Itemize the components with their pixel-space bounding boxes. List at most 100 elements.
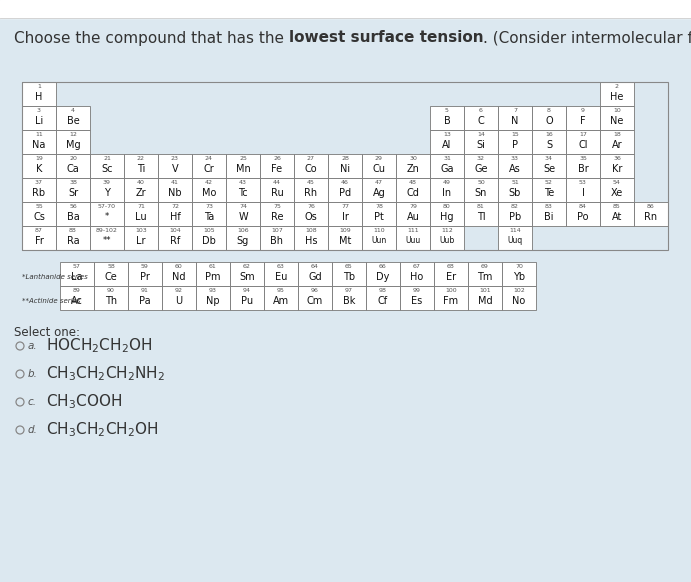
Text: 97: 97 bbox=[345, 288, 353, 293]
Bar bbox=[600, 106, 634, 130]
Text: Cr: Cr bbox=[204, 164, 214, 174]
Text: 70: 70 bbox=[515, 264, 523, 269]
Bar bbox=[124, 154, 158, 178]
Text: Db: Db bbox=[202, 236, 216, 246]
Text: 16: 16 bbox=[545, 132, 553, 137]
Text: Fr: Fr bbox=[35, 236, 44, 246]
Bar bbox=[90, 154, 124, 178]
Bar bbox=[158, 202, 192, 226]
Text: Zr: Zr bbox=[135, 188, 146, 198]
Bar bbox=[128, 286, 162, 310]
Bar bbox=[60, 286, 94, 310]
Text: CH$_{3}$CH$_{2}$CH$_{2}$NH$_{2}$: CH$_{3}$CH$_{2}$CH$_{2}$NH$_{2}$ bbox=[46, 365, 164, 384]
Text: Choose the compound that has the: Choose the compound that has the bbox=[14, 30, 289, 45]
Text: 72: 72 bbox=[171, 204, 179, 209]
Text: Np: Np bbox=[206, 296, 220, 306]
Bar bbox=[464, 130, 498, 154]
Bar bbox=[502, 262, 536, 286]
Text: 45: 45 bbox=[307, 180, 315, 185]
Bar bbox=[566, 178, 600, 202]
Bar bbox=[158, 178, 192, 202]
Bar bbox=[532, 106, 566, 130]
Text: 64: 64 bbox=[311, 264, 319, 269]
Bar bbox=[566, 202, 600, 226]
Text: lowest surface tension: lowest surface tension bbox=[289, 30, 484, 45]
Bar bbox=[124, 202, 158, 226]
Bar bbox=[260, 226, 294, 250]
Text: 43: 43 bbox=[239, 180, 247, 185]
Bar bbox=[396, 154, 430, 178]
Text: 47: 47 bbox=[375, 180, 383, 185]
Bar bbox=[430, 106, 464, 130]
Text: Mt: Mt bbox=[339, 236, 351, 246]
Text: Ce: Ce bbox=[104, 272, 117, 282]
Bar bbox=[94, 262, 128, 286]
Text: Y: Y bbox=[104, 188, 110, 198]
Bar bbox=[464, 178, 498, 202]
Bar bbox=[22, 202, 56, 226]
Text: Cl: Cl bbox=[578, 140, 588, 150]
Text: 86: 86 bbox=[647, 204, 655, 209]
Text: Ir: Ir bbox=[341, 212, 348, 222]
Text: c.: c. bbox=[28, 397, 37, 407]
Text: 33: 33 bbox=[511, 156, 519, 161]
Text: 50: 50 bbox=[477, 180, 485, 185]
Text: 82: 82 bbox=[511, 204, 519, 209]
Text: Ba: Ba bbox=[66, 212, 79, 222]
Bar bbox=[332, 286, 366, 310]
Bar bbox=[56, 106, 90, 130]
Text: 89-102: 89-102 bbox=[96, 228, 118, 233]
Text: 34: 34 bbox=[545, 156, 553, 161]
Text: W: W bbox=[238, 212, 248, 222]
Text: Pu: Pu bbox=[241, 296, 253, 306]
Text: U: U bbox=[176, 296, 182, 306]
Bar bbox=[294, 154, 328, 178]
Text: Md: Md bbox=[477, 296, 492, 306]
Bar bbox=[532, 154, 566, 178]
Bar bbox=[22, 130, 56, 154]
Circle shape bbox=[16, 398, 24, 406]
Text: Xe: Xe bbox=[611, 188, 623, 198]
Text: No: No bbox=[512, 296, 526, 306]
Text: Gd: Gd bbox=[308, 272, 322, 282]
Text: Uub: Uub bbox=[439, 236, 455, 246]
Text: 92: 92 bbox=[175, 288, 183, 293]
Bar bbox=[226, 226, 260, 250]
Text: Fe: Fe bbox=[272, 164, 283, 174]
Text: 10: 10 bbox=[613, 108, 621, 113]
Text: Pa: Pa bbox=[139, 296, 151, 306]
Text: 42: 42 bbox=[205, 180, 213, 185]
Text: 67: 67 bbox=[413, 264, 421, 269]
Text: 39: 39 bbox=[103, 180, 111, 185]
Text: 58: 58 bbox=[107, 264, 115, 269]
Bar bbox=[260, 178, 294, 202]
Text: d.: d. bbox=[28, 425, 38, 435]
Bar bbox=[396, 202, 430, 226]
Bar bbox=[430, 226, 464, 250]
Bar bbox=[90, 202, 124, 226]
Text: 44: 44 bbox=[273, 180, 281, 185]
Text: Rf: Rf bbox=[170, 236, 180, 246]
Text: 87: 87 bbox=[35, 228, 43, 233]
Text: 3: 3 bbox=[37, 108, 41, 113]
Bar bbox=[162, 262, 196, 286]
Bar bbox=[498, 202, 532, 226]
Bar bbox=[502, 286, 536, 310]
Text: Ca: Ca bbox=[66, 164, 79, 174]
Text: I: I bbox=[582, 188, 585, 198]
Bar bbox=[400, 286, 434, 310]
Text: Lr: Lr bbox=[136, 236, 146, 246]
Text: 46: 46 bbox=[341, 180, 349, 185]
Text: Rh: Rh bbox=[305, 188, 318, 198]
Bar bbox=[430, 154, 464, 178]
Bar bbox=[56, 178, 90, 202]
Text: 83: 83 bbox=[545, 204, 553, 209]
Text: 105: 105 bbox=[203, 228, 215, 233]
Text: Eu: Eu bbox=[275, 272, 287, 282]
Bar bbox=[464, 106, 498, 130]
Text: 101: 101 bbox=[479, 288, 491, 293]
Text: Po: Po bbox=[577, 212, 589, 222]
Text: Sr: Sr bbox=[68, 188, 78, 198]
Text: Ac: Ac bbox=[71, 296, 83, 306]
Text: Uuu: Uuu bbox=[406, 236, 421, 246]
